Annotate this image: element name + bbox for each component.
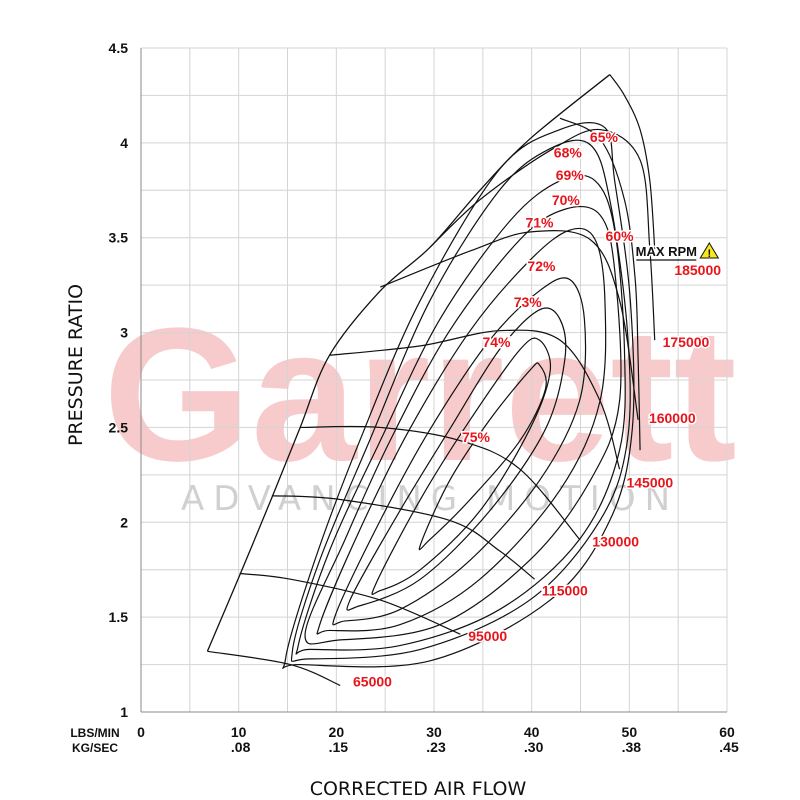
speed-line-65000 (207, 650, 341, 686)
efficiency-island-60pct (559, 117, 641, 451)
max-rpm-label: MAX RPM (636, 244, 697, 259)
x-axis-title: CORRECTED AIR FLOW (310, 778, 527, 800)
speed-label: 65000 (353, 674, 392, 690)
efficiency-label: 68% (554, 144, 583, 160)
efficiency-label: 73% (514, 294, 543, 310)
x-tick-label: 10 (231, 724, 247, 740)
x-tick-label: 40 (524, 724, 540, 740)
speed-line-95000 (239, 572, 461, 635)
speed-label: 95000 (468, 628, 507, 644)
warning-icon-mark: ! (707, 248, 711, 260)
speed-line-185000 (609, 74, 656, 250)
efficiency-island-71pct (316, 227, 607, 635)
x-tick-label-kg: .38 (622, 739, 642, 755)
y-tick-label: 1.5 (109, 609, 129, 625)
x-tick-label: 20 (329, 724, 345, 740)
efficiency-label: 69% (556, 167, 585, 183)
efficiency-island-74pct (371, 337, 552, 595)
speed-line-160000 (380, 230, 639, 420)
efficiency-label: 60% (606, 228, 635, 244)
speed-line-115000 (271, 495, 535, 580)
watermark-brand: Garrett (103, 289, 737, 501)
x-tick-label-kg: .30 (524, 739, 544, 755)
speed-line-145000 (329, 329, 621, 470)
watermark-tagline: ADVANCING MOTION (181, 479, 679, 519)
speed-label: 160000 (649, 410, 696, 426)
y-tick-label: 1 (120, 704, 128, 720)
garrett-watermark: Garrett ADVANCING MOTION (103, 289, 737, 519)
x-tick-label-kg: .08 (231, 739, 251, 755)
x-tick-label: 50 (622, 724, 638, 740)
y-tick-label: 4.5 (109, 40, 129, 56)
efficiency-island-73pct (346, 307, 567, 611)
y-tick-label: 2 (120, 514, 128, 530)
efficiency-label: 70% (552, 192, 581, 208)
x-unit-lbs: LBS/MIN (70, 726, 119, 740)
efficiency-island-70pct (304, 205, 622, 645)
x-tick-label: 0 (137, 724, 145, 740)
efficiency-label: 71% (525, 215, 554, 231)
x-tick-label: 30 (426, 724, 442, 740)
speed-label: 145000 (626, 474, 673, 490)
efficiency-label: 75% (462, 429, 491, 445)
x-tick-label-kg: .23 (426, 739, 446, 755)
x-tick-label-kg: .15 (329, 739, 349, 755)
efficiency-label: 74% (482, 334, 511, 350)
y-tick-label: 3 (120, 325, 128, 341)
speed-line-175000 (429, 128, 656, 341)
speed-line-130000 (300, 425, 580, 540)
y-tick-label: 3.5 (109, 230, 129, 246)
efficiency-island-72pct (332, 277, 587, 626)
y-axis-title: PRESSURE RATIO (65, 284, 87, 446)
x-tick-label-kg: .45 (719, 739, 739, 755)
speed-label: 185000 (674, 262, 721, 278)
x-unit-kg: KG/SEC (72, 741, 118, 755)
efficiency-label: 72% (527, 258, 556, 274)
surge-line (206, 74, 611, 652)
warning-icon (699, 242, 720, 259)
speed-label: 115000 (542, 583, 588, 599)
x-tick-label: 60 (719, 724, 735, 740)
speed-label: 130000 (592, 533, 639, 549)
efficiency-island-68pct (290, 139, 631, 662)
y-tick-label: 4 (120, 135, 128, 151)
y-tick-label: 2.5 (109, 419, 129, 435)
efficiency-island-65pct (282, 122, 635, 669)
speed-label: 175000 (663, 334, 710, 350)
efficiency-label: 65% (590, 129, 619, 145)
